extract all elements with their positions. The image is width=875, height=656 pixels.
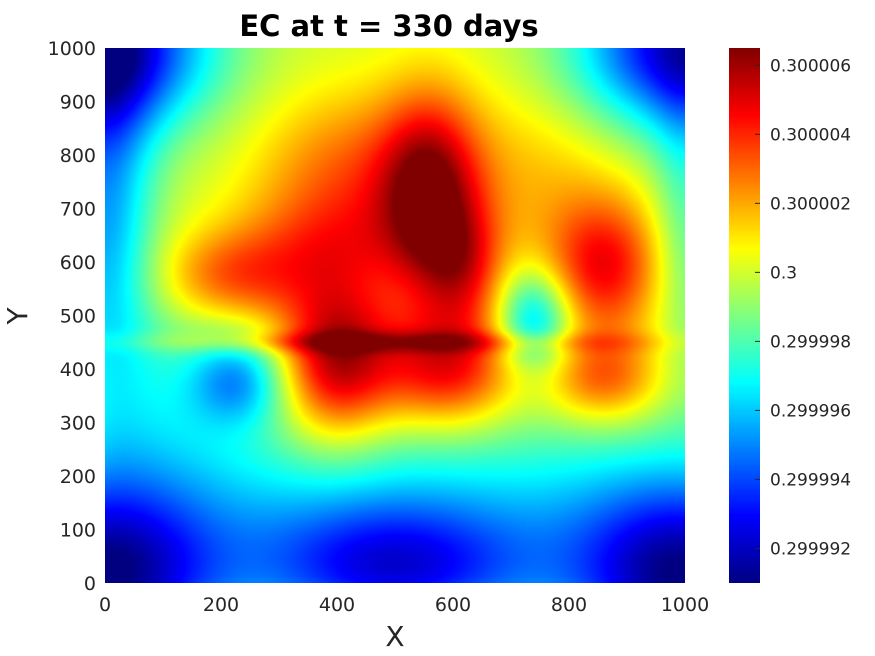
colorbar-tick-label: 0.299992 (770, 539, 851, 559)
y-tick-label: 500 (60, 306, 96, 328)
y-tick-label: 800 (60, 145, 96, 167)
y-axis: 0 100 200 300 400 500 600 700 800 900 1000 (48, 38, 96, 595)
y-tick-label: 300 (60, 413, 96, 435)
colorbar-tick-label: 0.299994 (770, 470, 851, 490)
y-tick-label: 0 (84, 573, 96, 595)
y-tick-label: 700 (60, 199, 96, 221)
colorbar-tick-label: 0.300002 (770, 194, 851, 214)
x-tick-label: 0 (99, 594, 111, 616)
chart-title: EC at t = 330 days (239, 9, 538, 43)
y-tick-label: 200 (60, 466, 96, 488)
colorbar-ticks: 0.299992 0.299994 0.299996 0.299998 0.3 0.300… (755, 56, 851, 559)
colorbar-tick-label: 0.299996 (770, 401, 851, 421)
colorbar-tick-label: 0.300006 (770, 56, 851, 76)
y-tick-label: 400 (60, 359, 96, 381)
y-tick-label: 1000 (48, 38, 96, 60)
heatmap-canvas (105, 48, 685, 583)
colorbar-tick-label: 0.3 (770, 263, 797, 283)
colorbar-tick-label: 0.299998 (770, 332, 851, 352)
x-tick-label: 600 (435, 594, 471, 616)
x-tick-label: 1000 (661, 594, 709, 616)
colorbar (729, 48, 760, 583)
x-axis-label: X (385, 620, 404, 653)
y-tick-label: 100 (60, 520, 96, 542)
colorbar-tick-label: 0.300004 (770, 125, 851, 145)
x-tick-label: 200 (203, 594, 239, 616)
x-tick-label: 800 (551, 594, 587, 616)
y-axis-label: Y (1, 307, 34, 326)
heatmap-plot-area (105, 48, 685, 583)
x-tick-label: 400 (319, 594, 355, 616)
x-axis: 0 200 400 600 800 1000 (99, 594, 709, 616)
y-tick-label: 900 (60, 92, 96, 114)
colorbar-gradient (729, 48, 760, 583)
y-tick-label: 600 (60, 252, 96, 274)
